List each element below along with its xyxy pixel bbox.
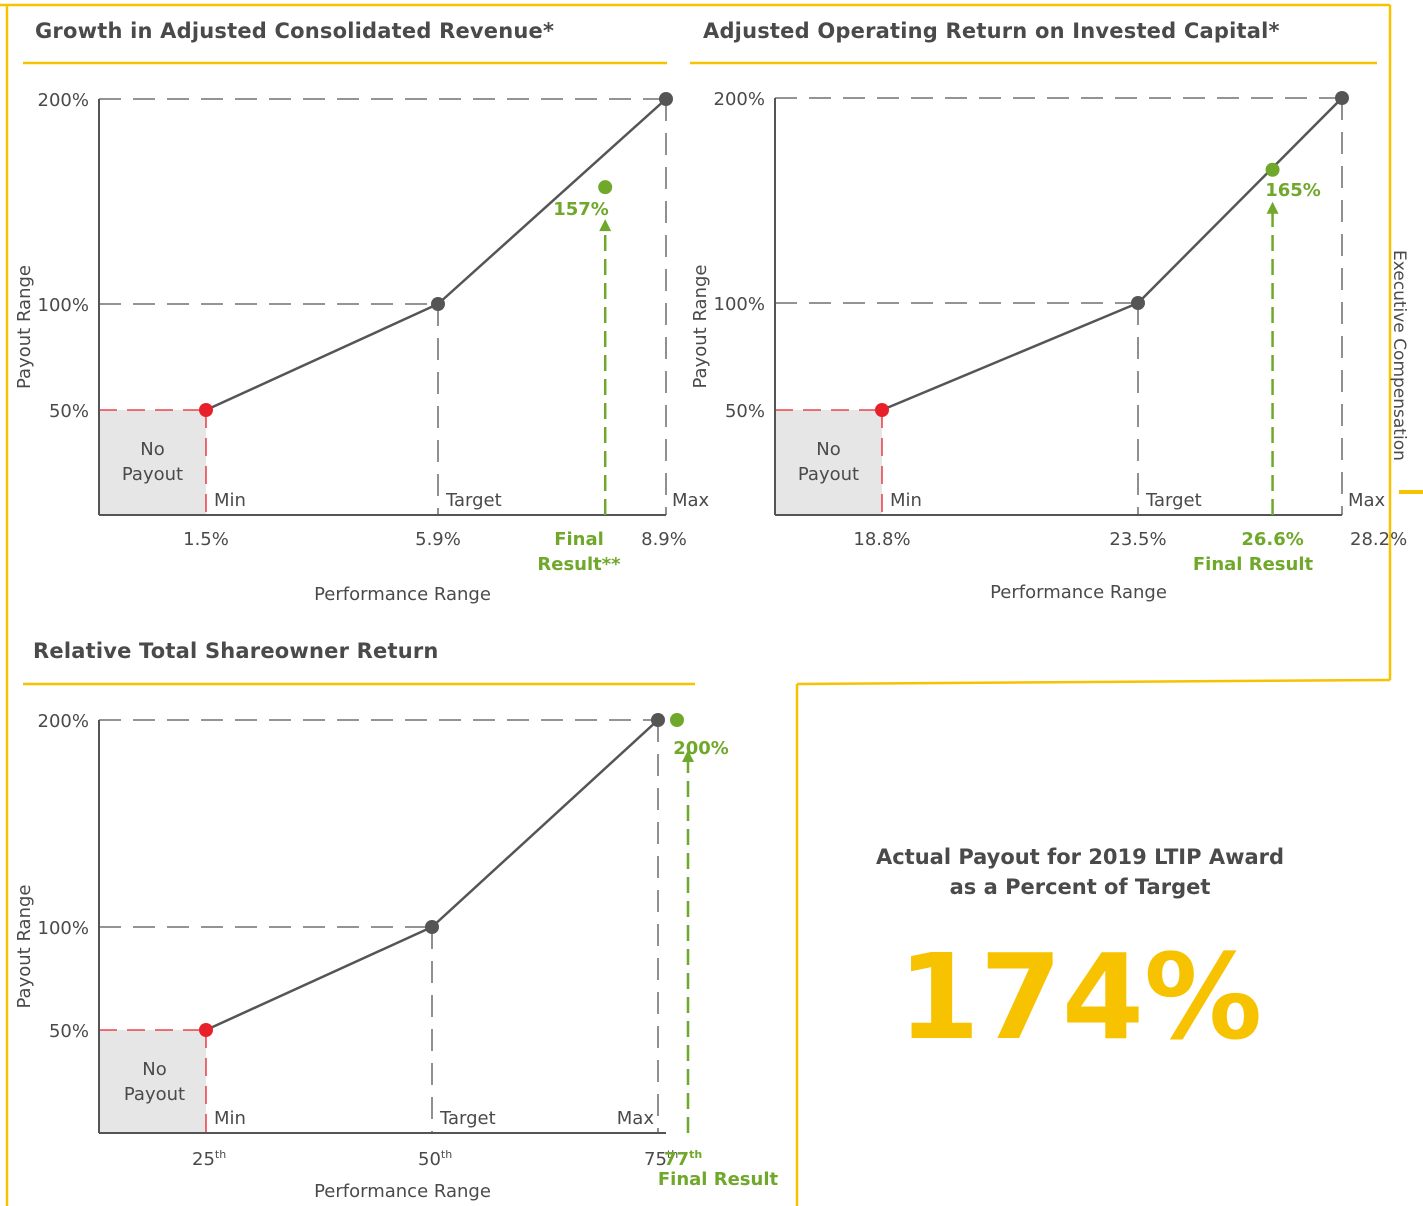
result-payout-label: 165% (1265, 180, 1321, 201)
x-tick-label: 5.9% (415, 529, 461, 550)
min-point (199, 1023, 213, 1037)
result-arrow-head (1266, 201, 1279, 214)
no-payout-area (99, 1030, 206, 1133)
chart-1-title: Growth in Adjusted Consolidated Revenue* (35, 19, 555, 43)
x-axis-label: Performance Range (314, 1181, 491, 1202)
x-axis-label: Performance Range (314, 584, 491, 605)
y-tick-label: 200% (714, 89, 765, 110)
target-label: Target (445, 490, 502, 511)
result-payout-label: 200% (673, 738, 729, 759)
no-payout-label: Payout (124, 1084, 185, 1105)
y-axis-label: Payout Range (690, 265, 711, 389)
result-x-value: 26.6% (1241, 529, 1303, 550)
y-tick-label: 50% (49, 1021, 89, 1042)
x-tick-label: 23.5% (1109, 529, 1166, 550)
result-point (598, 180, 613, 195)
result-payout-label: 157% (553, 199, 609, 220)
target-label: Target (1145, 490, 1202, 511)
result-x-label: Final Result (1193, 554, 1314, 575)
target-label: Target (439, 1108, 496, 1129)
result-point (1265, 162, 1280, 177)
max-point (1335, 91, 1349, 105)
summary-line-1: Actual Payout for 2019 LTIP Award (875, 845, 1285, 869)
x-tick-label: 18.8% (853, 529, 910, 550)
max-point (659, 92, 673, 106)
side-tab-label: Executive Compensation (1389, 250, 1409, 461)
no-payout-label: No (142, 1059, 166, 1080)
y-axis-label: Payout Range (14, 885, 35, 1009)
summary-line-2: as a Percent of Target (949, 875, 1211, 899)
side-tab-marker (1399, 490, 1423, 494)
chart-3-title: Relative Total Shareowner Return (33, 639, 439, 663)
result-arrow-head (682, 750, 694, 762)
x-tick-label: 28.2% (1350, 529, 1407, 550)
x-tick-label: 75th (644, 1148, 678, 1170)
min-point (199, 403, 213, 417)
y-axis-label: Payout Range (14, 265, 35, 389)
max-point (651, 713, 665, 727)
min-label: Min (214, 490, 246, 511)
target-point (431, 297, 445, 311)
no-payout-label: Payout (122, 464, 183, 485)
result-x-label: Final Result (658, 1169, 779, 1190)
target-point (425, 920, 439, 934)
frame-mid-horizontal (796, 678, 1391, 686)
min-label: Min (214, 1108, 246, 1129)
y-tick-label: 100% (38, 295, 89, 316)
min-point (875, 403, 889, 417)
summary-value: 174% (897, 928, 1263, 1066)
y-tick-label: 200% (38, 90, 89, 111)
y-tick-label: 100% (714, 294, 765, 315)
y-tick-label: 50% (49, 401, 89, 422)
result-x-label: Result** (537, 554, 621, 575)
x-tick-label: 25th (192, 1148, 226, 1170)
chart-2-title: Adjusted Operating Return on Invested Ca… (703, 19, 1280, 43)
x-tick-label: 1.5% (183, 529, 229, 550)
y-tick-label: 200% (38, 711, 89, 732)
result-x-value: 77th (664, 1148, 702, 1170)
result-x-label: Final (554, 529, 604, 550)
x-axis-label: Performance Range (990, 582, 1167, 603)
no-payout-area (775, 410, 882, 515)
x-tick-label: 8.9% (641, 529, 687, 550)
no-payout-label: No (816, 439, 840, 460)
no-payout-area (99, 410, 206, 515)
min-label: Min (890, 490, 922, 511)
x-tick-label: 50th (418, 1148, 452, 1170)
result-arrow-head (599, 219, 612, 232)
payout-curve (205, 719, 659, 1032)
target-point (1131, 296, 1145, 310)
y-tick-label: 50% (725, 401, 765, 422)
frame-lines (0, 3, 1392, 1206)
side-tab: Executive Compensation (1379, 250, 1419, 490)
no-payout-label: Payout (798, 464, 859, 485)
max-label: Max (672, 490, 710, 511)
payout-summary: Actual Payout for 2019 LTIP Award as a P… (860, 842, 1300, 1062)
max-label: Max (1348, 490, 1386, 511)
result-point (670, 713, 684, 727)
no-payout-label: No (140, 439, 164, 460)
max-label: Max (617, 1108, 655, 1129)
y-tick-label: 100% (38, 918, 89, 939)
